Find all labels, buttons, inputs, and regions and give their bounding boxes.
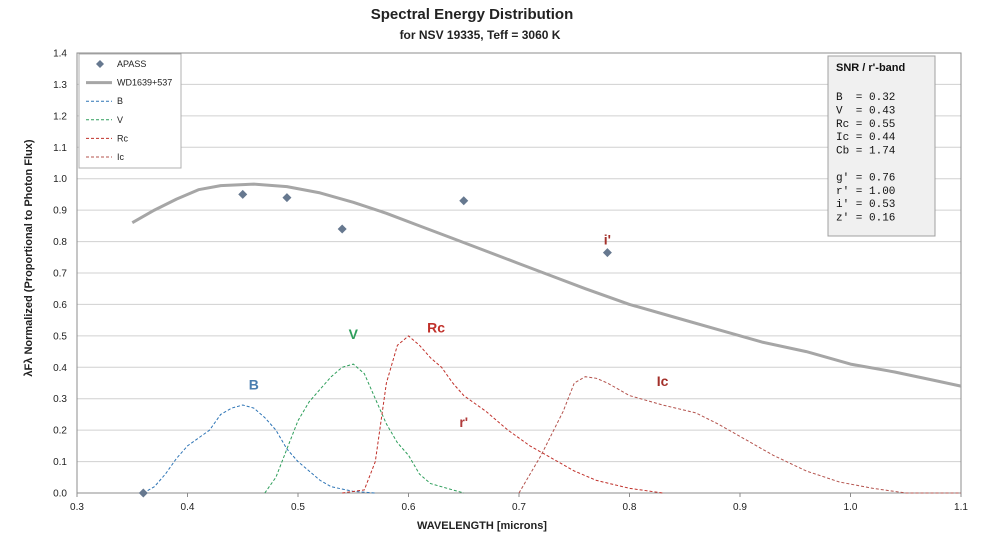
y-tick-label: 1.0 (53, 174, 67, 185)
legend-entry: Rc (117, 133, 128, 143)
snr-line: i' = 0.53 (836, 199, 895, 211)
snr-box: SNR / r'-band B = 0.32V = 0.43 Rc = 0.55I… (827, 55, 936, 237)
y-tick-label: 0.2 (53, 426, 67, 437)
y-tick-label: 0.0 (53, 489, 67, 500)
band-label: Rc (427, 320, 445, 336)
snr-line: Cb = 1.74 (836, 146, 896, 158)
legend-entry: V (117, 115, 123, 125)
y-tick-label: 1.4 (53, 49, 67, 60)
x-tick-label: 0.8 (623, 502, 637, 513)
x-axis-label: WAVELENGTH [microns] (417, 520, 547, 532)
x-tick-label: 0.4 (181, 502, 195, 513)
x-tick-label: 0.7 (512, 502, 526, 513)
x-tick-label: 0.6 (402, 502, 416, 513)
x-tick-label: 0.3 (70, 502, 84, 513)
band-label: B (249, 376, 259, 392)
legend-box (78, 53, 182, 169)
apass-marker (337, 224, 347, 234)
series-line-wd1639-537 (131, 182, 962, 388)
data-series (131, 182, 962, 494)
y-tick-label: 0.5 (53, 331, 67, 342)
y-tick-label: 0.4 (53, 363, 67, 374)
x-tick-label: 1.1 (954, 502, 968, 513)
series-line-rc (342, 335, 663, 494)
band-label: Ic (657, 373, 669, 389)
legend-entry: B (117, 96, 123, 106)
y-tick-label: 0.6 (53, 300, 67, 311)
series-line-b (143, 404, 376, 494)
gridlines (77, 83, 961, 463)
y-tick-label: 1.2 (53, 111, 67, 122)
series-line-v (264, 363, 464, 494)
x-tick-label: 1.0 (844, 502, 858, 513)
apass-marker (282, 193, 292, 203)
snr-line: z' = 0.16 (836, 213, 895, 225)
y-tick-label: 1.1 (53, 143, 67, 154)
y-tick-label: 0.8 (53, 237, 67, 248)
snr-line: g' = 0.76 (836, 172, 895, 184)
snr-line: Rc = 0.55 (836, 119, 895, 131)
y-tick-label: 0.3 (53, 394, 67, 405)
y-tick-label: 0.1 (53, 457, 67, 468)
snr-box-frame (827, 55, 936, 237)
snr-line: B = 0.32 (836, 92, 895, 104)
legend: APASS WD1639+537 BV Rc Ic (78, 53, 182, 169)
snr-line: r' = 1.00 (836, 186, 895, 198)
series-line-ic (518, 376, 961, 494)
chart-subtitle: for NSV 19335, Teff = 3060 K (400, 28, 561, 42)
apass-marker (602, 248, 612, 258)
x-tick-label: 0.5 (291, 502, 305, 513)
legend-entry: WD1639+537 (117, 78, 172, 88)
apass-marker (138, 488, 148, 498)
snr-line: Ic = 0.44 (836, 132, 896, 144)
band-annotations: B V Rc r' Ic i' (249, 232, 669, 430)
snr-line: V = 0.43 (836, 105, 895, 117)
y-axis-label: λFλ Normalized (Proportional to Photon F… (23, 139, 35, 376)
band-label: i' (604, 232, 611, 248)
apass-marker (238, 189, 248, 199)
y-tick-label: 1.3 (53, 80, 67, 91)
apass-marker (459, 196, 469, 206)
y-tick-label: 0.9 (53, 206, 67, 217)
axis-ticks: 0.0 0.1 0.2 0.3 0.4 0.5 0.6 0.7 0.8 0.9 1.0 1.1 1.2 1… (53, 49, 968, 514)
y-tick-label: 0.7 (53, 269, 67, 280)
legend-entry: Ic (117, 152, 125, 162)
band-label: V (349, 326, 359, 342)
legend-marker (96, 60, 104, 68)
band-label: r' (459, 414, 468, 430)
snr-title: SNR / r'-band (836, 62, 905, 74)
apass-markers (138, 189, 612, 498)
x-tick-label: 0.9 (733, 502, 747, 513)
legend-entry: APASS (117, 59, 146, 69)
chart-title: Spectral Energy Distribution (371, 6, 574, 23)
